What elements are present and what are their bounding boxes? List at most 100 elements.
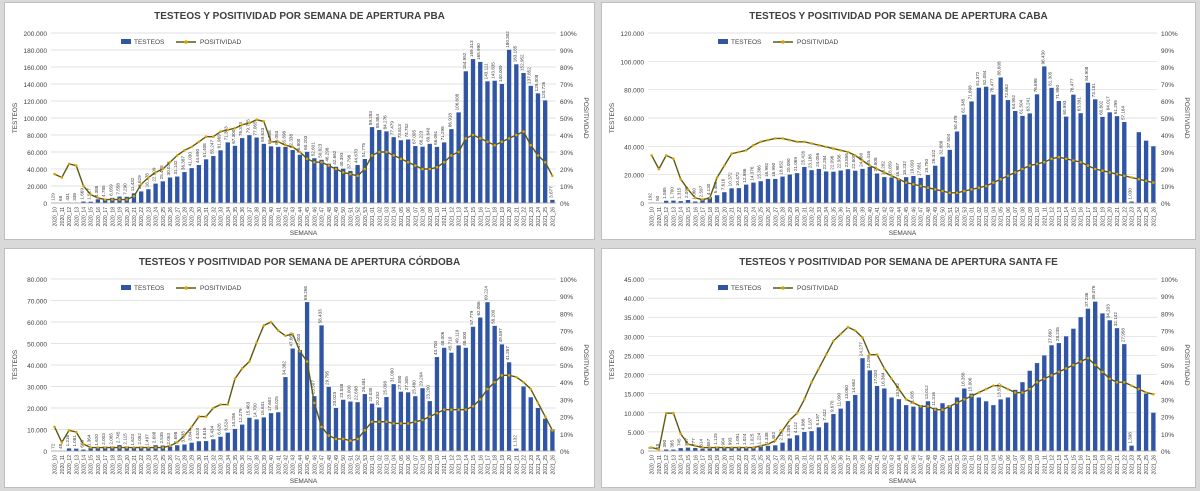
x-tick-label: 2020_19 xyxy=(118,207,124,227)
y-axis-label: TESTEOS xyxy=(12,349,19,380)
bar xyxy=(434,357,440,451)
positividad-point xyxy=(1086,164,1090,167)
bar-value-label: 22.800 xyxy=(851,154,856,168)
y-tick-label: 30.000 xyxy=(624,334,644,341)
bar xyxy=(384,131,389,203)
bar xyxy=(838,170,843,203)
x-tick-label: 2020_48 xyxy=(926,207,932,227)
positividad-point xyxy=(723,446,726,449)
x-tick-label: 2020_18 xyxy=(110,207,116,227)
x-tick-label: 2021_22 xyxy=(1122,455,1128,475)
bar xyxy=(780,442,785,451)
bar-value-label: 16.990 xyxy=(771,162,776,176)
positividad-point xyxy=(60,176,64,179)
bar xyxy=(384,397,389,451)
bar-value-label: 25.416 xyxy=(866,150,871,164)
x-tick-label: 2020_15 xyxy=(686,455,692,475)
bar-value-label: 50 xyxy=(655,195,660,201)
bar xyxy=(391,384,396,451)
y2-tick-label: 40% xyxy=(1161,380,1174,387)
bar xyxy=(268,146,274,203)
x-tick-label: 2020_19 xyxy=(715,455,721,475)
bar-value-label: 3.677 xyxy=(548,186,553,198)
bar-value-label: 1.216 xyxy=(65,434,70,446)
x-tick-label: 2021_22 xyxy=(1122,207,1128,227)
bar-value-label: 60.802 xyxy=(1098,100,1103,114)
y-tick-label: 40.000 xyxy=(27,363,47,370)
bar-value-label: 69.266 xyxy=(303,286,308,300)
x-tick-label: 2020_41 xyxy=(875,455,881,475)
positividad-point xyxy=(926,404,930,408)
legend-label-testeos: TESTEOS xyxy=(134,285,165,292)
bar-value-label: 84.908 xyxy=(1084,66,1089,80)
positividad-point xyxy=(810,142,813,145)
x-tick-label: 2020_35 xyxy=(831,455,837,475)
bar-value-label: 21.069 xyxy=(793,157,798,171)
x-tick-label: 2020_50 xyxy=(940,207,946,227)
bar-value-label: 5.466 xyxy=(713,181,718,193)
bar xyxy=(809,170,814,203)
bar xyxy=(671,449,676,451)
positividad-point xyxy=(204,135,208,138)
y2-tick-label: 50% xyxy=(560,363,573,370)
positividad-point xyxy=(111,446,114,449)
positividad-point xyxy=(233,377,237,381)
x-tick-label: 2020_24 xyxy=(751,207,757,227)
bar-value-label: 47.660 xyxy=(289,332,294,346)
positividad-point xyxy=(435,166,439,169)
x-tick-label: 2021_02 xyxy=(977,207,983,227)
positividad-point xyxy=(992,181,995,184)
x-tick-label: 2020_38 xyxy=(255,455,261,475)
x-tick-label: 2020_26 xyxy=(168,207,174,227)
x-tick-label: 2020_53 xyxy=(962,207,968,227)
bar-value-label: 86.918 xyxy=(447,113,452,127)
positividad-point xyxy=(759,444,763,448)
legend-swatch-testeos xyxy=(121,39,131,44)
positividad-point xyxy=(291,145,294,149)
bar xyxy=(1005,100,1011,203)
positividad-point xyxy=(428,167,432,171)
bar xyxy=(1129,201,1134,203)
bar-value-label: 27.958 xyxy=(1120,328,1125,342)
x-tick-label: 2021_17 xyxy=(1086,207,1092,227)
x-tick-label: 2020_49 xyxy=(933,455,939,475)
positividad-point xyxy=(269,320,273,324)
bar xyxy=(1085,82,1091,203)
y-tick-label: 100.000 xyxy=(621,59,645,66)
positividad-line xyxy=(54,118,554,201)
x-tick-label: 2021_16 xyxy=(478,455,484,475)
positividad-point xyxy=(175,441,179,444)
bar xyxy=(254,419,259,451)
bar-value-label: 24.056 xyxy=(815,152,820,166)
chart-svg: TESTEOS Y POSITIVIDAD POR SEMANA DE APER… xyxy=(609,11,1190,237)
bar-value-label: 1.338 xyxy=(764,432,769,444)
positividad-point xyxy=(1101,370,1104,374)
positividad-point xyxy=(708,446,712,449)
y2-tick-label: 80% xyxy=(560,311,573,318)
bar xyxy=(1005,397,1011,451)
bar-value-label: 76.477 xyxy=(989,78,994,92)
bar-value-label: 2.535 xyxy=(159,432,164,444)
bar-value-label: 43.700 xyxy=(433,341,438,355)
y2-axis-label: POSITIVIDAD xyxy=(1183,344,1190,385)
y-tick-label: 35.000 xyxy=(624,315,644,322)
bar-value-label: 48.006 xyxy=(440,331,445,345)
bar xyxy=(765,178,771,203)
bar-value-label: 22.809 xyxy=(152,167,157,181)
bar-value-label: 66.053 xyxy=(274,130,279,144)
bar xyxy=(1020,382,1025,451)
bar-value-label: 63.391 xyxy=(1077,97,1082,111)
bar-value-label: 1.125 xyxy=(713,433,718,445)
positividad-point xyxy=(832,339,835,343)
x-tick-label: 2021_06 xyxy=(1006,207,1012,227)
bar xyxy=(470,326,476,451)
x-tick-label: 2021_19 xyxy=(1100,207,1106,227)
x-tick-label: 2021_11 xyxy=(442,455,448,474)
bar-value-label: 72.662 xyxy=(1004,84,1009,98)
positividad-point xyxy=(1093,363,1097,367)
bar xyxy=(413,396,418,451)
x-tick-label: 2020_36 xyxy=(839,455,845,475)
x-tick-label: 2020_44 xyxy=(897,207,903,227)
y-tick-label: 200.000 xyxy=(24,31,48,38)
x-tick-label: 2021_20 xyxy=(507,455,513,475)
